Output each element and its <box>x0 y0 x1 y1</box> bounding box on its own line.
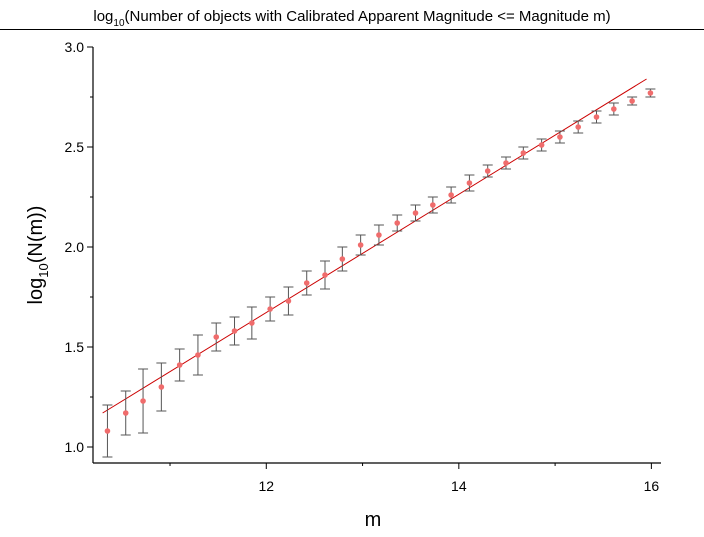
data-point <box>484 168 491 174</box>
data-point <box>158 384 165 390</box>
chart-title: log10(Number of objects with Calibrated … <box>93 8 610 29</box>
y-tick-label: 1.5 <box>65 339 85 355</box>
data-point <box>303 280 310 286</box>
x-axis-title: m <box>365 509 382 531</box>
title-subscript: 10 <box>113 18 125 29</box>
data-point <box>503 160 509 166</box>
data-point <box>448 192 454 198</box>
plot-area: 1.0 1.5 2.0 2.5 3.0 12 14 16 <box>65 39 661 494</box>
data-point <box>122 410 129 416</box>
data-point <box>104 428 111 434</box>
data-point <box>575 124 582 130</box>
data-point <box>520 150 527 156</box>
y-tick-label: 2.5 <box>65 139 85 155</box>
data-point <box>611 106 617 112</box>
data-point <box>629 98 635 104</box>
data-point <box>357 242 364 248</box>
data-point <box>322 272 328 278</box>
data-point <box>195 352 201 358</box>
data-point <box>557 134 563 140</box>
data-point <box>339 256 346 262</box>
data-point <box>267 306 273 312</box>
data-point <box>538 142 545 148</box>
x-tick-label: 14 <box>451 478 467 494</box>
data-point <box>430 202 436 208</box>
data-point <box>412 210 419 216</box>
title-rest: (Number of objects with Calibrated Appar… <box>125 8 611 25</box>
data-point <box>213 334 220 340</box>
data-point <box>394 220 401 226</box>
data-point <box>140 398 146 404</box>
y-tick-label: 1.0 <box>65 439 85 455</box>
svg-text:log10(Number of objects with C: log10(Number of objects with Calibrated … <box>93 8 610 29</box>
x-tick-label: 12 <box>258 478 274 494</box>
data-point <box>593 114 600 120</box>
fit-line <box>102 78 647 414</box>
x-tick-label: 16 <box>644 478 660 494</box>
y-tick-label: 3.0 <box>65 39 85 55</box>
data-point <box>285 298 292 304</box>
data-point <box>249 320 255 326</box>
y-axis-title: log10(N(m)) <box>25 206 51 305</box>
data-point <box>176 362 183 368</box>
data-point <box>466 180 473 186</box>
data-point <box>376 232 382 238</box>
data-point <box>647 90 654 96</box>
data-point <box>231 328 238 334</box>
y-tick-label: 2.0 <box>65 239 85 255</box>
title-main: log <box>93 8 113 25</box>
